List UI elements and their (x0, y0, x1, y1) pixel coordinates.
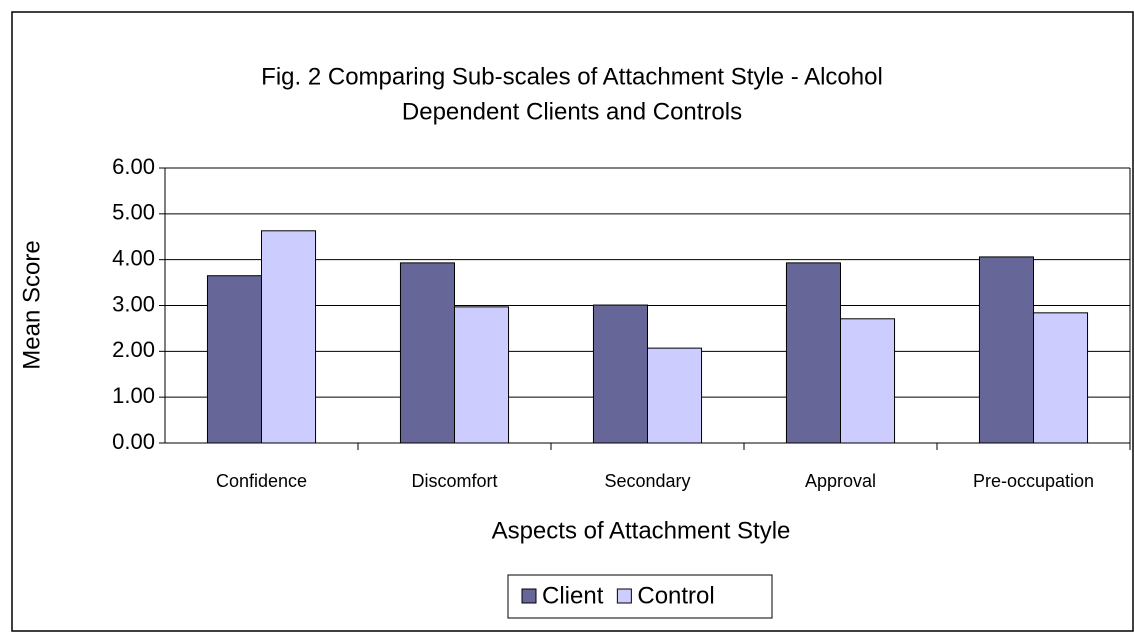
x-tick-label: Pre-occupation (973, 471, 1094, 491)
y-tick-label: 0.00 (112, 429, 155, 454)
y-axis-label: Mean Score (18, 240, 45, 369)
y-tick-label: 1.00 (112, 383, 155, 408)
x-tick-label: Approval (805, 471, 876, 491)
y-tick-label: 5.00 (112, 200, 155, 225)
chart-border (11, 11, 1134, 632)
x-axis-label: Aspects of Attachment Style (492, 517, 791, 544)
bar (399, 262, 455, 444)
legend-label: Control (637, 582, 714, 609)
y-tick-label: 2.00 (112, 337, 155, 362)
legend (507, 574, 773, 619)
bar (785, 262, 842, 444)
chart-title: Fig. 2 Comparing Sub-scales of Attachmen… (261, 63, 883, 90)
legend-swatch (521, 588, 537, 604)
y-tick-label: 3.00 (112, 291, 155, 316)
bar (206, 275, 263, 444)
y-tick-label: 4.00 (112, 245, 155, 270)
x-tick-label: Confidence (216, 471, 307, 491)
bar (647, 347, 703, 444)
y-tick-label: 6.00 (112, 154, 155, 179)
x-tick-label: Secondary (604, 471, 690, 491)
bar (1033, 312, 1089, 444)
legend-swatch (616, 588, 632, 604)
x-tick-label: Discomfort (411, 471, 497, 491)
bar (978, 256, 1035, 444)
bar (840, 318, 896, 444)
bar (454, 306, 510, 444)
bar (592, 304, 649, 444)
chart-title: Dependent Clients and Controls (402, 98, 742, 125)
legend-label: Client (542, 582, 604, 609)
bar (261, 230, 317, 444)
